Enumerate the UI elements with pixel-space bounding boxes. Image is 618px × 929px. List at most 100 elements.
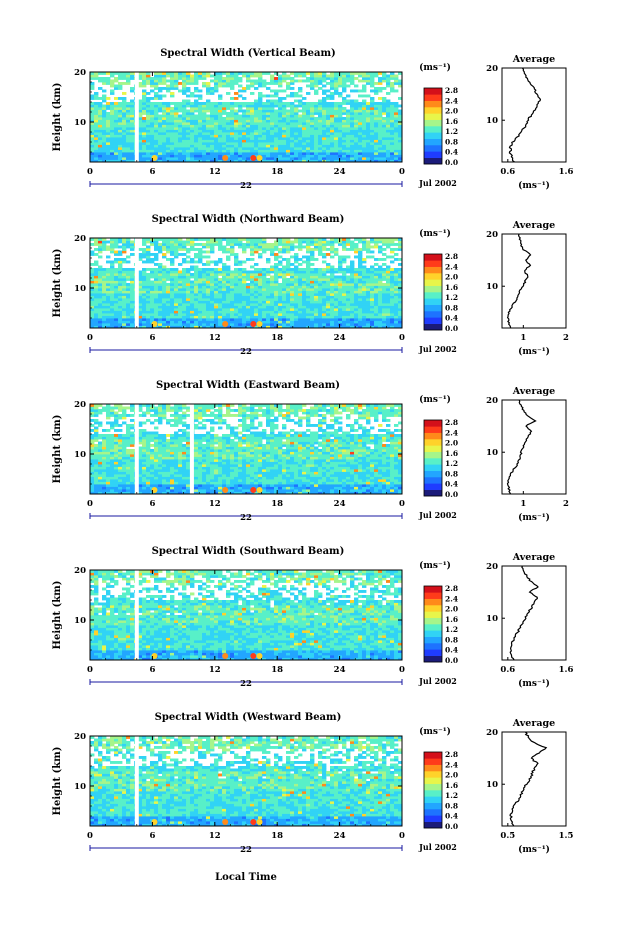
heatmap-cell	[178, 283, 183, 286]
heatmap-cell	[358, 325, 363, 329]
heatmap-cell	[278, 273, 283, 276]
heatmap-cell	[390, 248, 395, 251]
heatmap-cell	[386, 132, 391, 135]
heatmap-cell	[110, 310, 115, 314]
heatmap-cell	[150, 320, 155, 324]
heatmap-cell	[366, 315, 371, 319]
heatmap-cell	[398, 288, 403, 291]
heatmap-cell	[162, 305, 167, 309]
heatmap-cell	[186, 248, 191, 251]
heatmap-cell	[158, 159, 163, 163]
heatmap-cell	[194, 159, 199, 163]
heatmap-cell	[306, 144, 311, 148]
heatmap-cell	[266, 117, 271, 120]
heatmap-cell	[350, 305, 355, 309]
heatmap-cell	[102, 107, 107, 110]
heatmap-cell	[186, 137, 191, 140]
heatmap-cell	[154, 87, 159, 90]
heatmap-cell	[374, 149, 379, 153]
heatmap-cell	[398, 248, 403, 251]
heatmap-cell	[234, 117, 239, 120]
heatmap-cell	[374, 72, 379, 75]
heatmap-cell	[138, 318, 143, 321]
heatmap-cell	[262, 124, 267, 128]
heatmap-cell	[154, 144, 159, 148]
heatmap-cell	[110, 250, 115, 254]
heatmap-cell	[182, 288, 187, 291]
heatmap-cell	[374, 305, 379, 309]
heatmap-cell	[338, 310, 343, 314]
heatmap-cell	[182, 129, 187, 133]
heatmap-cell	[298, 288, 303, 291]
heatmap-cell	[106, 275, 111, 279]
heatmap-cell	[378, 77, 383, 80]
heatmap-cell	[162, 139, 167, 143]
heatmap-cell	[254, 154, 259, 158]
heatmap-cell	[250, 159, 255, 163]
heatmap-cell	[366, 117, 371, 120]
heatmap-cell	[390, 89, 395, 93]
heatmap-cell	[326, 144, 331, 148]
heatmap-cell	[290, 313, 295, 316]
heatmap-cell	[330, 250, 335, 254]
heatmap-cell	[358, 154, 363, 158]
heatmap-cell	[186, 320, 191, 324]
heatmap-cell	[302, 134, 307, 138]
heatmap-cell	[102, 300, 107, 304]
heatmap-cell	[390, 278, 395, 281]
heatmap-cell	[118, 325, 123, 329]
heatmap-cell	[130, 295, 135, 299]
heatmap-cell	[262, 152, 267, 155]
heatmap-cell	[234, 97, 239, 100]
heatmap-cell	[166, 305, 171, 309]
heatmap-cell	[310, 253, 315, 256]
heatmap-cell	[326, 149, 331, 153]
heatmap-cell	[242, 109, 247, 113]
heatmap-cell	[382, 318, 387, 321]
heatmap-cell	[382, 253, 387, 256]
heatmap-cell	[90, 87, 95, 90]
heatmap-spot	[151, 321, 158, 327]
heatmap-cell	[282, 273, 287, 276]
heatmap-cell	[338, 77, 343, 80]
heatmap-cell	[254, 300, 259, 304]
heatmap-cell	[286, 122, 291, 125]
heatmap-cell	[310, 290, 315, 294]
heatmap-cell	[138, 248, 143, 251]
heatmap-cell	[334, 87, 339, 90]
heatmap-cell	[250, 283, 255, 286]
heatmap-cell	[398, 285, 403, 289]
heatmap-cell	[94, 104, 99, 108]
heatmap-cell	[110, 270, 115, 274]
heatmap-cell	[362, 149, 367, 153]
heatmap-cell	[358, 74, 363, 78]
colorbar-segment	[424, 254, 442, 261]
heatmap-cell	[346, 240, 351, 244]
heatmap-cell	[306, 117, 311, 120]
heatmap-cell	[346, 147, 351, 150]
heatmap-cell	[178, 77, 183, 80]
heatmap-cell	[274, 142, 279, 145]
heatmap-cell	[314, 84, 319, 88]
heatmap-cell	[150, 127, 155, 130]
heatmap-cell	[174, 273, 179, 276]
heatmap-cell	[138, 285, 143, 289]
heatmap-cell	[262, 303, 267, 306]
heatmap-cell	[198, 104, 203, 108]
heatmap-cell	[310, 82, 315, 85]
heatmap-cell	[206, 84, 211, 88]
heatmap-cell	[338, 114, 343, 118]
heatmap-cell	[398, 308, 403, 311]
heatmap-cell	[146, 258, 151, 261]
heatmap-cell	[214, 283, 219, 286]
heatmap-cell	[394, 253, 399, 256]
heatmap-cell	[158, 119, 163, 123]
heatmap-cell	[142, 260, 147, 264]
heatmap-cell	[322, 147, 327, 150]
colorbar-segment	[424, 279, 442, 286]
heatmap-cell	[366, 104, 371, 108]
heatmap-cell	[178, 308, 183, 311]
heatmap-cell	[278, 99, 283, 103]
heatmap-cell	[222, 117, 227, 120]
